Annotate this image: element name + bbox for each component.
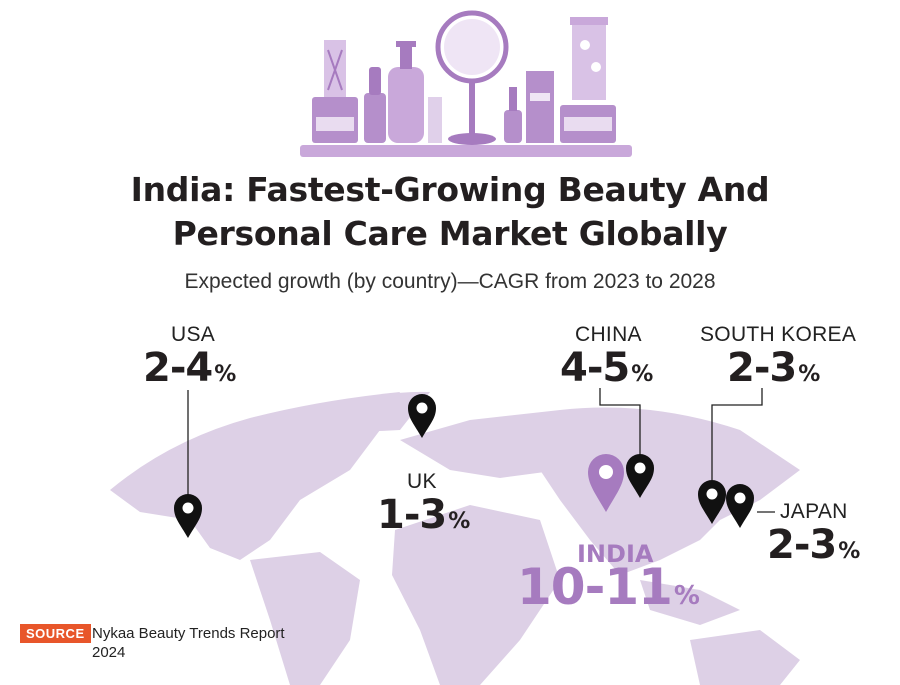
dropper-bottle-icon [364, 93, 386, 143]
asia-landmass [540, 407, 800, 575]
usa-label: USA [171, 323, 216, 346]
japan-label: JAPAN [780, 500, 848, 523]
south-korea-leader-line [711, 388, 763, 480]
japan-value: 2-3% [767, 522, 861, 568]
japan-pin-icon [726, 484, 754, 528]
china-label: CHINA [575, 323, 642, 346]
india-label: INDIA [577, 540, 654, 568]
cosmetics-illustration [300, 10, 632, 157]
tall-tube-icon [572, 20, 606, 100]
page-subtitle: Expected growth (by country)—CAGR from 2… [184, 270, 716, 293]
south-korea-label: SOUTH KOREA [700, 323, 857, 346]
south-america-landmass [250, 552, 360, 685]
serum-bottle-icon [504, 110, 522, 143]
usa-pin-icon [174, 494, 202, 538]
greenland-landmass [330, 391, 430, 432]
uk-pin-icon [408, 394, 436, 438]
china-pin-icon [626, 454, 654, 498]
uk-value: 1-3% [377, 492, 471, 538]
source-tag: SOURCE [20, 624, 91, 643]
india-value: 10-11% [517, 558, 700, 616]
shelf [300, 145, 632, 157]
southeast-asia-landmass [640, 580, 740, 625]
india-pin-icon [588, 454, 624, 512]
south-korea-pin-icon [698, 480, 726, 524]
china-leader-line [599, 388, 641, 455]
australia-landmass [690, 630, 800, 685]
usa-value: 2-4% [143, 345, 237, 391]
china-value: 4-5% [560, 345, 654, 391]
africa-landmass [392, 505, 560, 685]
small-tube-icon [428, 97, 442, 143]
south-korea-value: 2-3% [727, 345, 821, 391]
cream-tube-icon [526, 71, 554, 143]
page-title: India: Fastest-Growing Beauty And Person… [130, 170, 770, 253]
source-text: Nykaa Beauty Trends Report 2024 [92, 625, 285, 661]
pump-bottle-icon [388, 67, 424, 143]
uk-label: UK [407, 470, 437, 493]
